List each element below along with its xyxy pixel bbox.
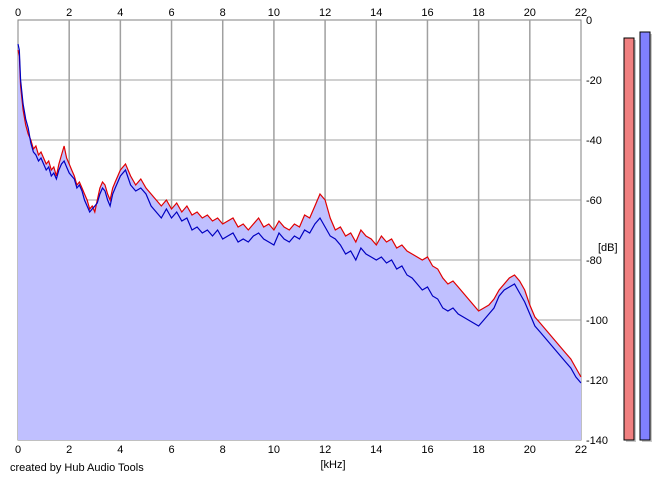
y-tick-label: -120 xyxy=(586,375,608,387)
x-tick-label-bottom: 10 xyxy=(268,444,280,456)
x-tick-label-top: 6 xyxy=(168,7,174,19)
y-tick-label: 0 xyxy=(586,15,592,27)
x-tick-label-top: 14 xyxy=(370,7,382,19)
x-axis-label: [kHz] xyxy=(320,459,345,471)
x-tick-label-bottom: 0 xyxy=(15,444,21,456)
x-tick-label-bottom: 14 xyxy=(370,444,382,456)
x-tick-label-top: 16 xyxy=(421,7,433,19)
x-tick-label-bottom: 18 xyxy=(473,444,485,456)
x-tick-label-top: 12 xyxy=(319,7,331,19)
y-tick-label: -40 xyxy=(586,135,602,147)
x-tick-label-top: 10 xyxy=(268,7,280,19)
series-line-right xyxy=(17,43,582,384)
meter-bar-right xyxy=(639,31,651,441)
x-tick-label-bottom: 4 xyxy=(117,444,123,456)
meter-bar-left xyxy=(623,37,635,441)
x-tick-label-bottom: 12 xyxy=(319,444,331,456)
spectrum-lines xyxy=(17,43,582,384)
spectrum-fill xyxy=(18,44,581,440)
x-tick-label-top: 22 xyxy=(575,7,587,19)
x-tick-label-bottom: 16 xyxy=(421,444,433,456)
x-tick-labels-bottom: 0 2 4 6 8 10 12 14 16 18 20 22 xyxy=(15,444,587,456)
x-tick-label-top: 18 xyxy=(473,7,485,19)
credit-text: created by Hub Audio Tools xyxy=(10,462,144,474)
series-line-left xyxy=(17,49,582,378)
y-tick-label: -140 xyxy=(586,435,608,447)
x-tick-label-top: 4 xyxy=(117,7,123,19)
y-tick-label: -20 xyxy=(586,75,602,87)
x-tick-label-top: 0 xyxy=(15,7,21,19)
y-tick-label: -100 xyxy=(586,315,608,327)
x-tick-label-bottom: 2 xyxy=(66,444,72,456)
x-tick-label-bottom: 22 xyxy=(575,444,587,456)
x-tick-label-bottom: 6 xyxy=(168,444,174,456)
x-tick-label-top: 20 xyxy=(524,7,536,19)
y-tick-label: -80 xyxy=(586,255,602,267)
x-tick-label-bottom: 20 xyxy=(524,444,536,456)
y-tick-label: -60 xyxy=(586,195,602,207)
level-meters xyxy=(623,31,652,442)
spectrum-area xyxy=(18,44,581,440)
x-tick-label-top: 2 xyxy=(66,7,72,19)
x-tick-label-bottom: 8 xyxy=(220,444,226,456)
y-tick-labels: 0 -20 -40 -60 -80 -100 -120 -140 xyxy=(586,15,608,447)
y-axis-label: [dB] xyxy=(598,242,618,254)
x-tick-label-top: 8 xyxy=(220,7,226,19)
x-tick-labels-top: 0 2 4 6 8 10 12 14 16 18 20 22 xyxy=(15,7,587,19)
